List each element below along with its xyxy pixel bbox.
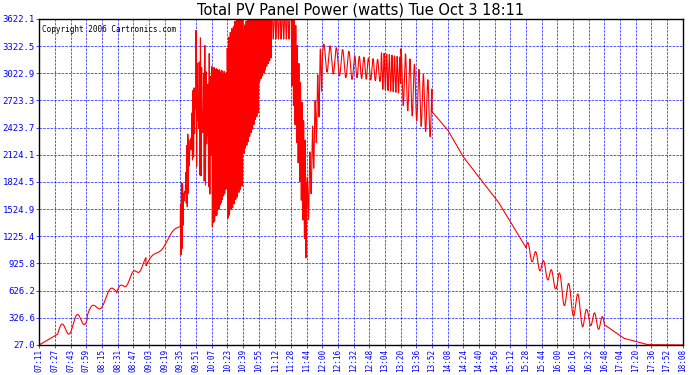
Title: Total PV Panel Power (watts) Tue Oct 3 18:11: Total PV Panel Power (watts) Tue Oct 3 1… xyxy=(197,3,524,18)
Text: Copyright 2006 Cartronics.com: Copyright 2006 Cartronics.com xyxy=(42,26,177,34)
